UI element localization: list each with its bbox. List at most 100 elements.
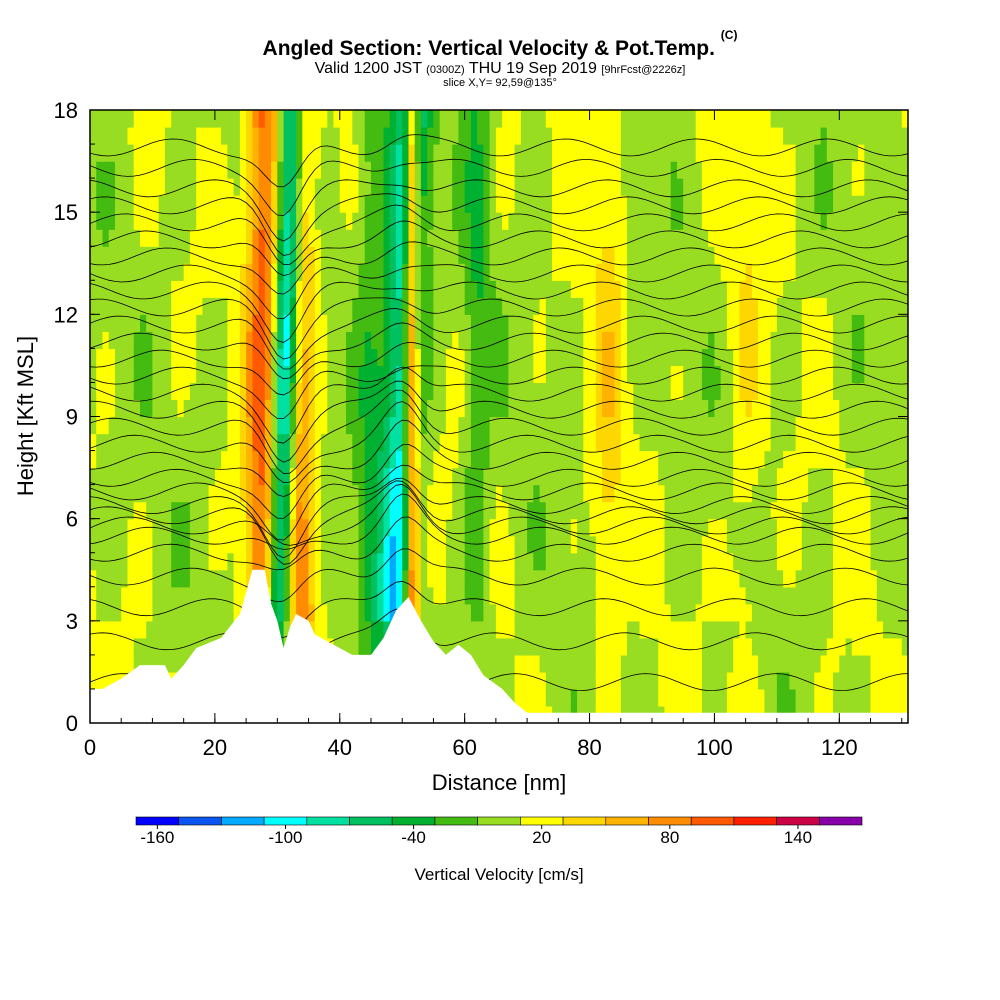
velocity-cell [289, 348, 297, 367]
velocity-cell [427, 280, 435, 298]
velocity-cell [383, 603, 391, 622]
velocity-cell [427, 348, 435, 367]
velocity-cell [483, 178, 491, 196]
velocity-cell [864, 331, 872, 350]
velocity-cell [121, 620, 129, 639]
velocity-cell [864, 484, 872, 503]
velocity-cell [683, 212, 691, 230]
velocity-cell [233, 365, 241, 384]
velocity-cell [520, 569, 528, 588]
velocity-cell [502, 212, 509, 230]
velocity-cell [645, 297, 653, 315]
velocity-cell [652, 127, 659, 145]
velocity-cell [870, 484, 878, 503]
velocity-cell [839, 467, 847, 486]
velocity-cell [464, 280, 472, 298]
velocity-cell [171, 518, 179, 537]
velocity-cell [177, 484, 185, 503]
velocity-cell [608, 195, 616, 213]
velocity-cell [558, 382, 566, 401]
velocity-cell [595, 314, 603, 332]
velocity-cell [208, 620, 216, 639]
velocity-cell [677, 399, 684, 418]
velocity-cell [833, 535, 840, 554]
velocity-cell [826, 552, 834, 571]
velocity-cell [164, 365, 172, 384]
velocity-cell [433, 229, 441, 247]
velocity-cell [152, 212, 160, 230]
velocity-cell [146, 416, 154, 435]
velocity-cell [751, 144, 759, 162]
velocity-cell [458, 178, 466, 196]
velocity-cell [221, 586, 228, 605]
velocity-cell [296, 297, 303, 315]
velocity-cell [539, 263, 547, 281]
velocity-cell [608, 314, 616, 332]
velocity-cell [633, 416, 641, 435]
velocity-cell [314, 212, 322, 230]
velocity-cell [708, 178, 716, 196]
velocity-cell [221, 501, 228, 520]
velocity-cell [121, 586, 129, 605]
velocity-cell [808, 178, 815, 196]
velocity-cell [839, 229, 847, 247]
velocity-cell [483, 280, 491, 298]
velocity-cell [664, 229, 672, 247]
velocity-cell [321, 620, 328, 639]
velocity-cell [483, 501, 491, 520]
velocity-cell [402, 365, 410, 384]
velocity-cell [514, 212, 522, 230]
velocity-cell [520, 331, 528, 350]
velocity-cell [420, 314, 428, 332]
velocity-cell [164, 348, 172, 367]
velocity-cell [277, 365, 285, 384]
velocity-cell [452, 603, 460, 622]
velocity-cell [321, 161, 328, 179]
velocity-cell [189, 569, 197, 588]
velocity-cell [814, 144, 822, 162]
velocity-cell [895, 297, 903, 315]
velocity-cell [726, 399, 734, 418]
velocity-cell [115, 263, 122, 281]
velocity-cell [502, 399, 509, 418]
velocity-cell [514, 620, 522, 639]
velocity-cell [739, 212, 747, 230]
velocity-cell [408, 501, 416, 520]
velocity-cell [901, 467, 908, 486]
velocity-cell [408, 535, 416, 554]
velocity-cell [808, 399, 815, 418]
velocity-cell [358, 467, 366, 486]
velocity-cell [239, 552, 247, 571]
velocity-cell [733, 314, 741, 332]
velocity-cell [377, 195, 385, 213]
velocity-cell [495, 246, 503, 264]
velocity-cell [820, 110, 828, 128]
velocity-cell [583, 450, 591, 469]
velocity-cell [720, 280, 728, 298]
velocity-cell [364, 280, 372, 298]
velocity-cell [714, 212, 722, 230]
velocity-cell [764, 416, 772, 435]
chart-title: Angled Section: Vertical Velocity & Pot.… [0, 28, 1000, 61]
velocity-cell [901, 552, 908, 571]
velocity-cell [789, 127, 797, 145]
velocity-cell [858, 212, 865, 230]
velocity-cell [339, 161, 347, 179]
velocity-cell [564, 603, 572, 622]
velocity-cell [389, 195, 397, 213]
velocity-cell [252, 331, 260, 350]
velocity-cell [620, 569, 628, 588]
velocity-cell [508, 603, 516, 622]
velocity-cell [227, 314, 235, 332]
velocity-cell [801, 552, 809, 571]
velocity-cell [602, 348, 609, 367]
velocity-cell [458, 535, 466, 554]
velocity-cell [377, 331, 385, 350]
velocity-cell [558, 144, 566, 162]
velocity-cell [96, 586, 104, 605]
velocity-cell [470, 348, 478, 367]
velocity-cell [221, 297, 228, 315]
velocity-cell [814, 416, 822, 435]
velocity-cell [858, 365, 865, 384]
velocity-cell [751, 433, 759, 452]
